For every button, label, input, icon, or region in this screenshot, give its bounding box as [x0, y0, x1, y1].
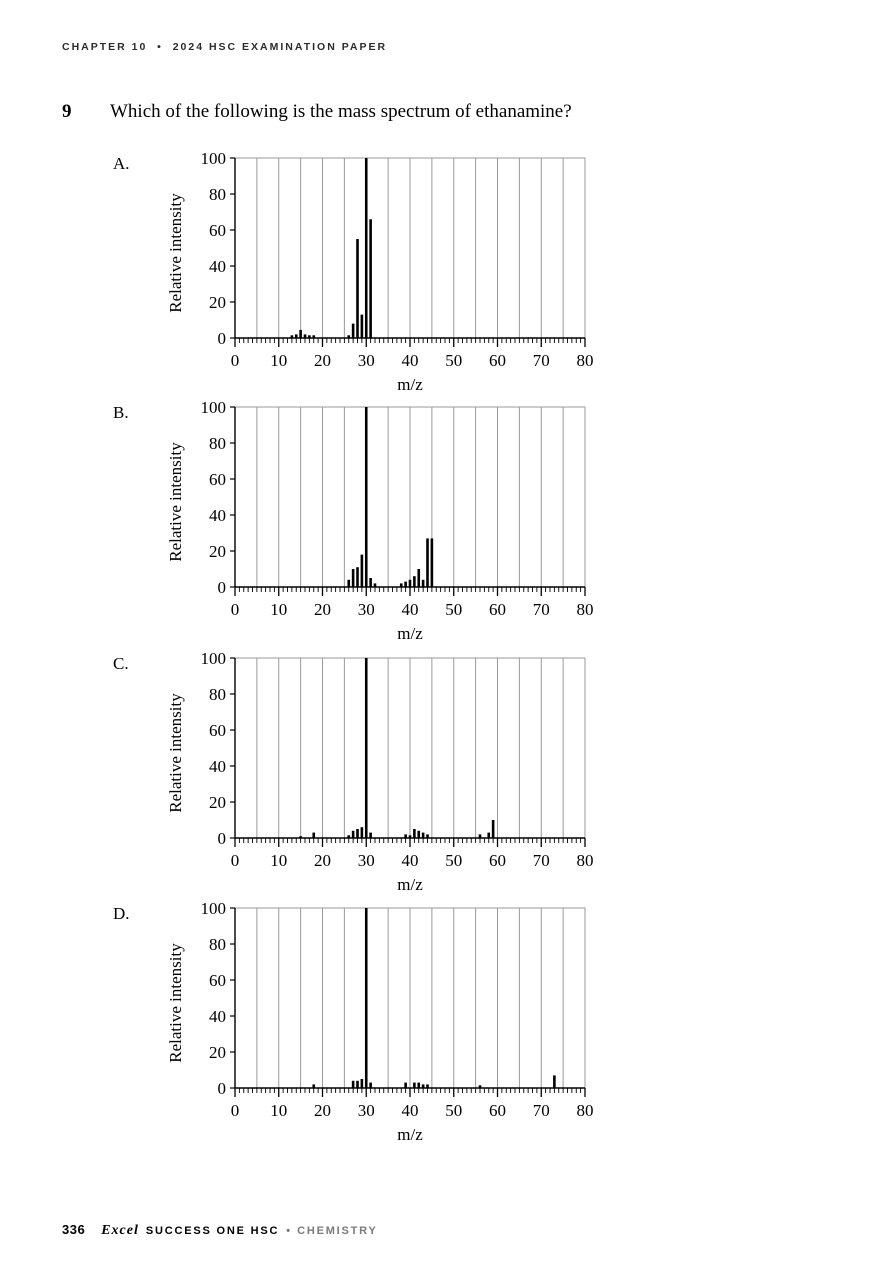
svg-text:70: 70 — [533, 851, 550, 870]
svg-text:70: 70 — [533, 1101, 550, 1120]
spectrum-bars — [290, 158, 372, 338]
svg-text:100: 100 — [201, 650, 227, 668]
svg-text:60: 60 — [489, 351, 506, 370]
svg-text:40: 40 — [209, 1007, 226, 1026]
y-axis-label: Relative intensity — [166, 442, 185, 562]
svg-text:50: 50 — [445, 351, 462, 370]
mass-spectrum-plot-d: 0 20 40 60 80 100 0 10 20 30 40 50 60 70 80 m/z — [201, 900, 594, 1144]
svg-text:50: 50 — [445, 1101, 462, 1120]
svg-text:80: 80 — [577, 1101, 594, 1120]
svg-text:20: 20 — [209, 1043, 226, 1062]
svg-text:80: 80 — [577, 600, 594, 619]
svg-text:10: 10 — [270, 600, 287, 619]
svg-text:50: 50 — [445, 600, 462, 619]
svg-text:40: 40 — [209, 757, 226, 776]
spectrum-bars — [347, 407, 434, 587]
footer-brand: Excel — [101, 1223, 139, 1238]
svg-text:80: 80 — [577, 351, 594, 370]
option-letter-b: B. — [113, 403, 129, 422]
svg-text:0: 0 — [231, 600, 240, 619]
svg-text:60: 60 — [209, 971, 226, 990]
option-letter-c: C. — [113, 654, 129, 673]
svg-text:60: 60 — [489, 1101, 506, 1120]
svg-text:20: 20 — [314, 600, 331, 619]
y-axis-label: Relative intensity — [166, 193, 185, 313]
svg-text:10: 10 — [270, 351, 287, 370]
svg-text:0: 0 — [218, 329, 227, 348]
spectrum-bars — [299, 658, 495, 838]
mass-spectrum-plot-c: 0 20 40 60 80 100 0 10 20 30 40 50 60 70 80 m/z — [201, 650, 594, 894]
footer-subject: CHEMISTRY — [297, 1225, 378, 1237]
svg-text:0: 0 — [218, 578, 227, 597]
svg-text:70: 70 — [533, 351, 550, 370]
footer-page-number: 336 — [62, 1222, 86, 1237]
svg-text:20: 20 — [314, 1101, 331, 1120]
svg-text:m/z: m/z — [397, 1125, 423, 1144]
svg-text:100: 100 — [201, 900, 227, 918]
svg-text:0: 0 — [231, 351, 240, 370]
svg-text:m/z: m/z — [397, 624, 423, 643]
svg-text:0: 0 — [218, 1079, 227, 1098]
svg-text:30: 30 — [358, 351, 375, 370]
y-axis-label: Relative intensity — [166, 693, 185, 813]
svg-text:10: 10 — [270, 851, 287, 870]
page-footer: 336 Excel SUCCESS ONE HSC • CHEMISTRY — [62, 1222, 378, 1239]
svg-text:20: 20 — [209, 293, 226, 312]
svg-text:20: 20 — [209, 542, 226, 561]
svg-text:70: 70 — [533, 600, 550, 619]
svg-text:60: 60 — [209, 470, 226, 489]
svg-text:40: 40 — [402, 351, 419, 370]
svg-text:80: 80 — [209, 935, 226, 954]
svg-text:80: 80 — [209, 685, 226, 704]
svg-text:100: 100 — [201, 150, 227, 168]
svg-text:40: 40 — [209, 506, 226, 525]
svg-text:30: 30 — [358, 851, 375, 870]
question-number: 9 — [62, 101, 72, 122]
mass-spectrum-plot-a: 0 20 40 60 80 100 0 10 20 30 40 50 60 70 80 m/z — [201, 150, 594, 394]
svg-text:0: 0 — [218, 829, 227, 848]
footer-separator: • — [286, 1225, 291, 1237]
spectrum-bars — [312, 908, 556, 1088]
svg-text:100: 100 — [201, 399, 227, 417]
svg-text:10: 10 — [270, 1101, 287, 1120]
svg-text:20: 20 — [314, 851, 331, 870]
svg-text:0: 0 — [231, 851, 240, 870]
svg-text:50: 50 — [445, 851, 462, 870]
svg-text:60: 60 — [489, 600, 506, 619]
svg-text:20: 20 — [314, 351, 331, 370]
svg-text:80: 80 — [209, 434, 226, 453]
mass-spectrum-plot-b: 0 20 40 60 80 100 0 10 20 30 40 50 60 70 80 m/z — [201, 399, 594, 643]
y-axis-label: Relative intensity — [166, 943, 185, 1063]
svg-text:80: 80 — [209, 185, 226, 204]
svg-text:30: 30 — [358, 1101, 375, 1120]
svg-text:m/z: m/z — [397, 375, 423, 394]
svg-text:40: 40 — [402, 851, 419, 870]
svg-text:80: 80 — [577, 851, 594, 870]
running-header: CHAPTER 10 • 2024 HSC EXAMINATION PAPER — [62, 41, 388, 53]
svg-text:40: 40 — [209, 257, 226, 276]
svg-text:0: 0 — [231, 1101, 240, 1120]
svg-text:40: 40 — [402, 600, 419, 619]
question-text: Which of the following is the mass spect… — [110, 101, 572, 122]
svg-text:30: 30 — [358, 600, 375, 619]
option-letter-a: A. — [113, 154, 130, 173]
svg-text:40: 40 — [402, 1101, 419, 1120]
svg-text:20: 20 — [209, 793, 226, 812]
svg-text:60: 60 — [209, 221, 226, 240]
svg-text:m/z: m/z — [397, 875, 423, 894]
svg-text:60: 60 — [209, 721, 226, 740]
option-letter-d: D. — [113, 904, 130, 923]
svg-text:60: 60 — [489, 851, 506, 870]
footer-series: SUCCESS ONE HSC — [145, 1225, 280, 1237]
